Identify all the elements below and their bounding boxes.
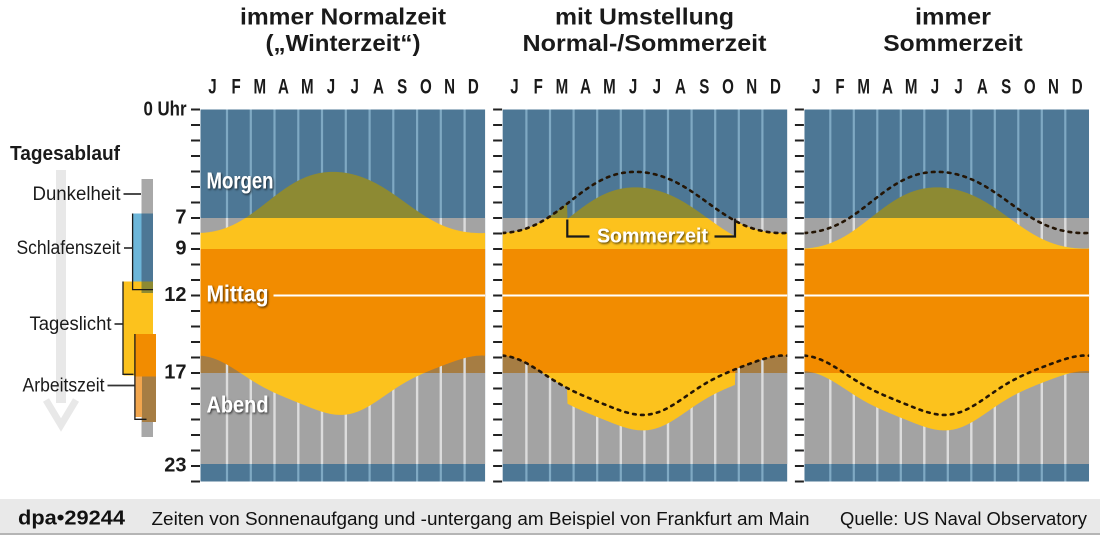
svg-text:17: 17 (164, 362, 186, 384)
svg-text:A: A (278, 74, 289, 98)
svg-text:M: M (603, 74, 616, 98)
svg-text:S: S (699, 74, 709, 98)
svg-text:Sommerzeit: Sommerzeit (597, 225, 708, 248)
svg-text:J: J (653, 74, 661, 98)
svg-text:J: J (812, 74, 820, 98)
svg-text:7: 7 (175, 207, 186, 229)
svg-text:M: M (254, 74, 267, 98)
svg-text:Tageslicht: Tageslicht (30, 314, 113, 335)
svg-text:J: J (350, 74, 358, 98)
svg-text:F: F (534, 74, 543, 98)
svg-text:S: S (1001, 74, 1011, 98)
svg-text:J: J (931, 74, 939, 98)
svg-text:J: J (629, 74, 637, 98)
svg-text:A: A (675, 74, 686, 98)
svg-text:Schlafenszeit: Schlafenszeit (17, 238, 122, 259)
svg-text:M: M (556, 74, 569, 98)
svg-text:immer: immer (915, 4, 991, 30)
svg-text:dpa•29244: dpa•29244 (18, 508, 126, 530)
svg-text:Zeiten von Sonnenaufgang und -: Zeiten von Sonnenaufgang und -untergang … (152, 508, 810, 529)
svg-text:F: F (835, 74, 844, 98)
svg-text:N: N (1048, 74, 1059, 98)
svg-text:Sommerzeit: Sommerzeit (883, 30, 1023, 56)
svg-text:A: A (977, 74, 988, 98)
svg-text:12: 12 (164, 284, 186, 306)
svg-text:D: D (770, 74, 781, 98)
svg-text:(„Winterzeit“): („Winterzeit“) (266, 30, 421, 56)
svg-text:0 Uhr: 0 Uhr (144, 99, 187, 121)
svg-text:D: D (1072, 74, 1083, 98)
svg-text:J: J (327, 74, 335, 98)
svg-text:mit Umstellung: mit Umstellung (555, 4, 734, 30)
svg-text:M: M (905, 74, 918, 98)
svg-text:A: A (373, 74, 384, 98)
svg-text:J: J (208, 74, 216, 98)
svg-text:Morgen: Morgen (207, 168, 274, 194)
svg-text:Tagesablauf: Tagesablauf (10, 142, 120, 165)
svg-text:9: 9 (175, 238, 186, 260)
svg-text:23: 23 (164, 455, 186, 477)
svg-text:N: N (746, 74, 757, 98)
svg-text:M: M (857, 74, 870, 98)
svg-text:N: N (444, 74, 455, 98)
svg-text:Mittag: Mittag (207, 281, 269, 307)
svg-text:A: A (580, 74, 591, 98)
svg-text:A: A (882, 74, 893, 98)
svg-text:J: J (510, 74, 518, 98)
svg-text:Dunkelheit: Dunkelheit (33, 184, 122, 205)
svg-text:M: M (301, 74, 314, 98)
svg-text:O: O (722, 74, 734, 98)
svg-text:immer Normalzeit: immer Normalzeit (240, 4, 446, 30)
svg-text:Normal-/Sommerzeit: Normal-/Sommerzeit (523, 30, 767, 56)
svg-text:Arbeitszeit: Arbeitszeit (23, 376, 106, 397)
svg-text:F: F (231, 74, 240, 98)
svg-text:O: O (420, 74, 432, 98)
svg-text:Abend: Abend (207, 392, 269, 418)
svg-text:S: S (397, 74, 407, 98)
svg-text:O: O (1024, 74, 1036, 98)
svg-text:Quelle: US Naval Observatory: Quelle: US Naval Observatory (840, 508, 1088, 529)
svg-text:D: D (468, 74, 479, 98)
svg-text:J: J (954, 74, 962, 98)
